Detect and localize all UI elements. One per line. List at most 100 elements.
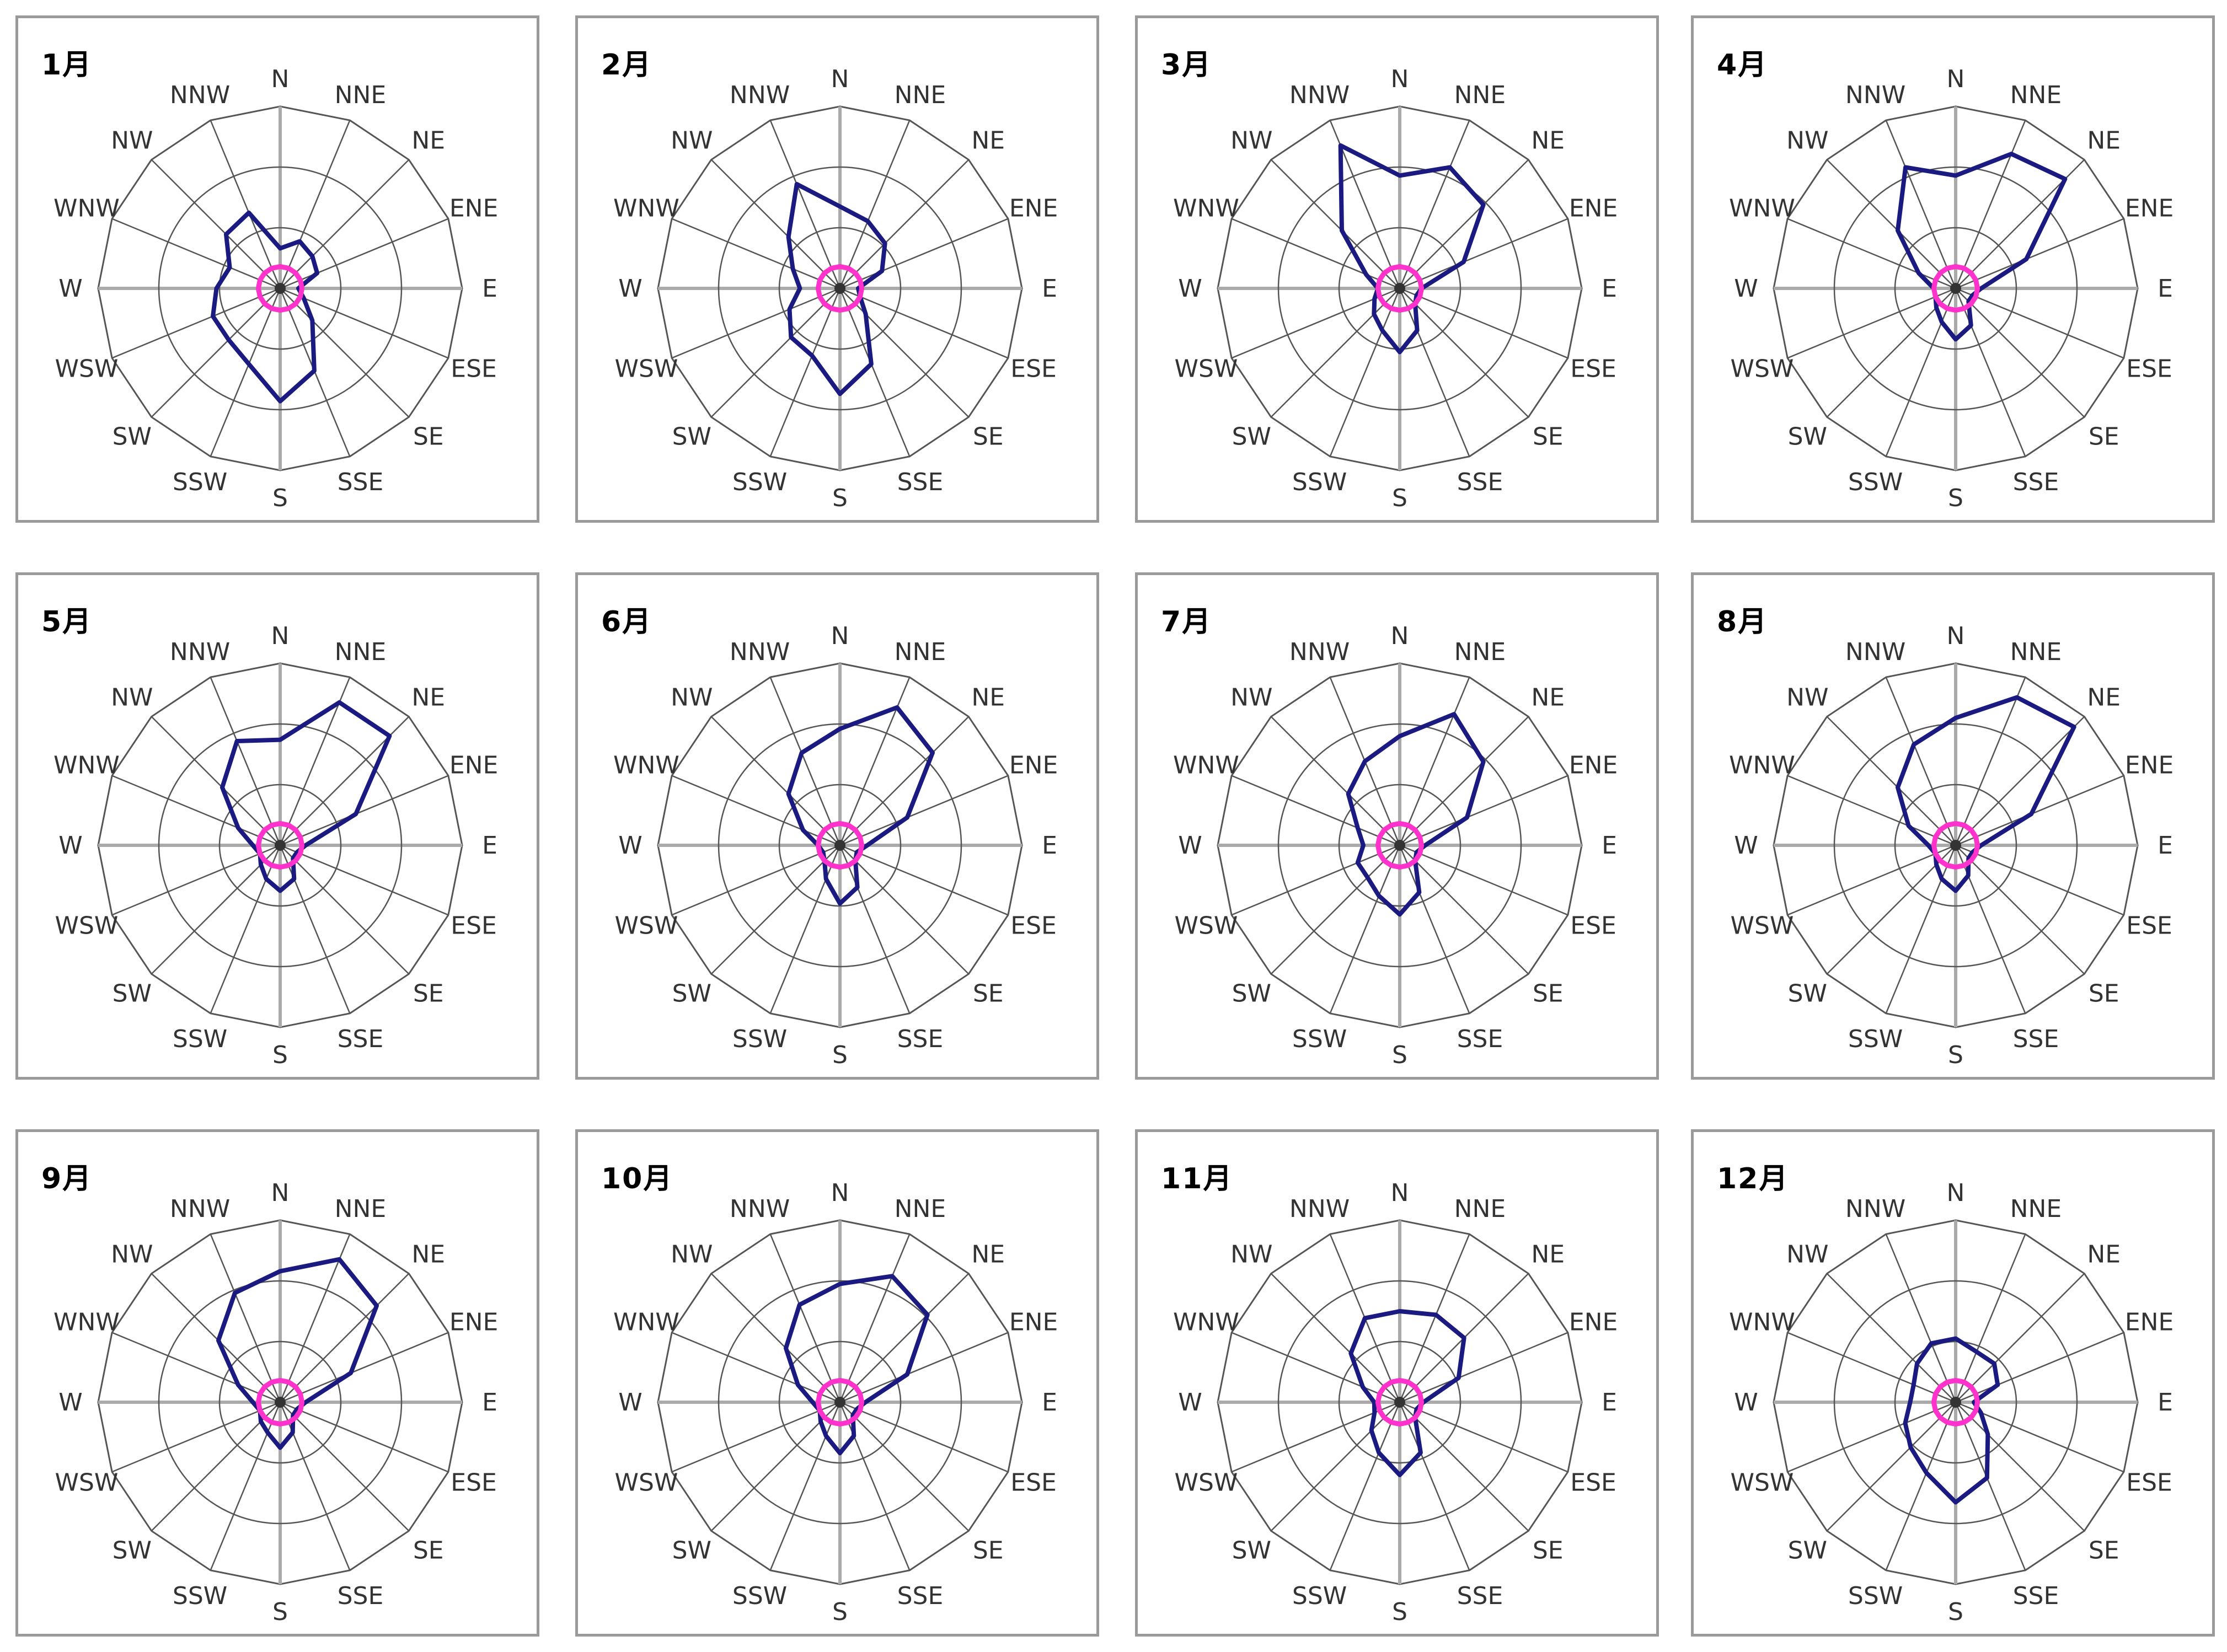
spoke-line [769, 288, 841, 457]
direction-label: W [58, 832, 83, 860]
direction-label: SSE [1457, 1582, 1503, 1610]
spoke-line [280, 287, 449, 359]
month-title: 5月 [41, 605, 93, 639]
spoke-line [1231, 218, 1400, 289]
spoke-line [1885, 120, 1957, 289]
direction-label: SE [1533, 980, 1564, 1008]
spoke-line [280, 1401, 449, 1473]
direction-label: ESE [1010, 1468, 1057, 1497]
spoke-line [1399, 1401, 1568, 1473]
spoke-line [1955, 775, 2124, 846]
spoke-line [1399, 677, 1470, 846]
direction-label: E [2158, 1388, 2173, 1417]
direction-label: E [1602, 1388, 1617, 1417]
month-title: 10月 [601, 1162, 673, 1195]
direction-label: NE [2087, 1240, 2121, 1268]
direction-label: NNE [895, 81, 946, 109]
spoke-line [111, 218, 281, 289]
direction-label: SW [113, 1537, 152, 1565]
wind-rose-panel: 10月 N NNE NE ENE E ESE SE SSE S SSW SW WSW W WNW NW NNW [575, 1129, 1099, 1637]
direction-label: NNE [2010, 81, 2062, 109]
spoke-line [111, 287, 281, 359]
direction-label: ESE [2126, 1468, 2172, 1497]
center-marker [1394, 283, 1405, 294]
direction-label: ENE [1569, 752, 1618, 780]
wind-rose-panel: 12月 N NNE NE ENE E ESE SE SSE S SSW SW WSW W WNW NW NNW [1691, 1129, 2215, 1637]
month-title: 4月 [1717, 49, 1768, 82]
frequency-series-line [1895, 695, 2076, 893]
spoke-line [1231, 844, 1400, 916]
spoke-line [710, 288, 841, 418]
direction-label: SSE [1457, 1025, 1503, 1053]
wind-rose-panel: 6月 N NNE NE ENE E ESE SE SSE S SSW SW WSW W WNW NW NNW [575, 572, 1099, 1080]
center-marker [1394, 1397, 1405, 1408]
spoke-line [1955, 120, 2026, 289]
direction-label: E [1042, 1388, 1057, 1417]
spoke-line [1399, 218, 1568, 289]
spoke-line [210, 288, 281, 457]
spoke-line [279, 1233, 351, 1403]
wind-rose-chart: N NNE NE ENE E ESE SE SSE S SSW SW WSW W WNW NW NNW [613, 1179, 1058, 1626]
direction-label: NNE [335, 81, 387, 109]
wind-rose-panel: 7月 N NNE NE ENE E ESE SE SSE S SSW SW WSW W WNW NW NNW [1135, 572, 1659, 1080]
spoke-line [710, 1402, 841, 1532]
direction-label: NNW [170, 638, 230, 666]
direction-label: NNW [1845, 638, 1905, 666]
wind-rose-chart: N NNE NE ENE E ESE SE SSE S SSW SW WSW W WNW NW NNW [53, 622, 499, 1069]
calm-series-line [815, 820, 865, 870]
month-title: 6月 [601, 605, 652, 639]
spoke-line [1955, 716, 2085, 846]
direction-label: NNE [1454, 638, 1506, 666]
direction-label: SSW [1848, 1582, 1903, 1610]
month-title: 3月 [1161, 49, 1212, 82]
direction-label: ENE [449, 752, 499, 780]
frequency-series-line [1338, 143, 1486, 355]
spoke-line [1885, 677, 1957, 846]
direction-label: SSE [1457, 468, 1503, 496]
direction-label: N [1947, 622, 1965, 650]
direction-label: NNW [1289, 1195, 1350, 1223]
calm-series-line [815, 1377, 865, 1427]
spoke-line [1955, 1401, 2124, 1473]
month-title: 1月 [41, 49, 93, 82]
spoke-line [839, 288, 970, 418]
spoke-line [1826, 288, 1956, 418]
direction-label: SE [1533, 1537, 1564, 1565]
frequency-series-line [220, 700, 392, 893]
spoke-line [1399, 845, 1529, 975]
spoke-line [1329, 845, 1401, 1014]
direction-label: W [1178, 832, 1202, 860]
wind-rose-chart: N NNE NE ENE E ESE SE SSE S SSW SW WSW W WNW NW NNW [1729, 622, 2174, 1069]
spoke-line [839, 218, 1009, 289]
direction-label: NNE [2010, 638, 2062, 666]
frequency-series-line [211, 210, 320, 404]
grid-ring [1338, 1340, 1462, 1464]
direction-label: WSW [1174, 911, 1238, 940]
direction-label: WNW [1729, 1308, 1795, 1337]
spoke-line [280, 288, 410, 418]
direction-label: SE [973, 423, 1004, 451]
direction-label: W [1734, 832, 1758, 860]
month-title: 12月 [1717, 1162, 1789, 1195]
direction-label: SSE [338, 1582, 384, 1610]
wind-rose-chart: N NNE NE ENE E ESE SE SSE S SSW SW WSW W WNW NW NNW [1173, 622, 1618, 1069]
direction-label: ENE [1569, 1308, 1618, 1337]
direction-label: WSW [1174, 355, 1238, 383]
calm-series-line [1375, 264, 1425, 313]
frequency-series-line [1346, 712, 1486, 917]
direction-label: N [1391, 65, 1409, 93]
direction-label: S [272, 484, 288, 512]
grid-ring [1833, 1280, 2078, 1525]
direction-label: SW [1788, 980, 1827, 1008]
direction-label: W [618, 1388, 643, 1417]
direction-label: NE [1531, 1240, 1565, 1268]
direction-label: NE [1531, 126, 1565, 154]
direction-label: W [1734, 275, 1758, 303]
direction-label: ENE [449, 195, 499, 223]
spoke-line [1231, 1401, 1400, 1473]
frequency-series-line [1895, 152, 2068, 342]
spoke-line [839, 1233, 911, 1403]
grid-ring [718, 723, 962, 968]
frequency-series-line [216, 1257, 379, 1450]
direction-label: NNW [730, 81, 790, 109]
